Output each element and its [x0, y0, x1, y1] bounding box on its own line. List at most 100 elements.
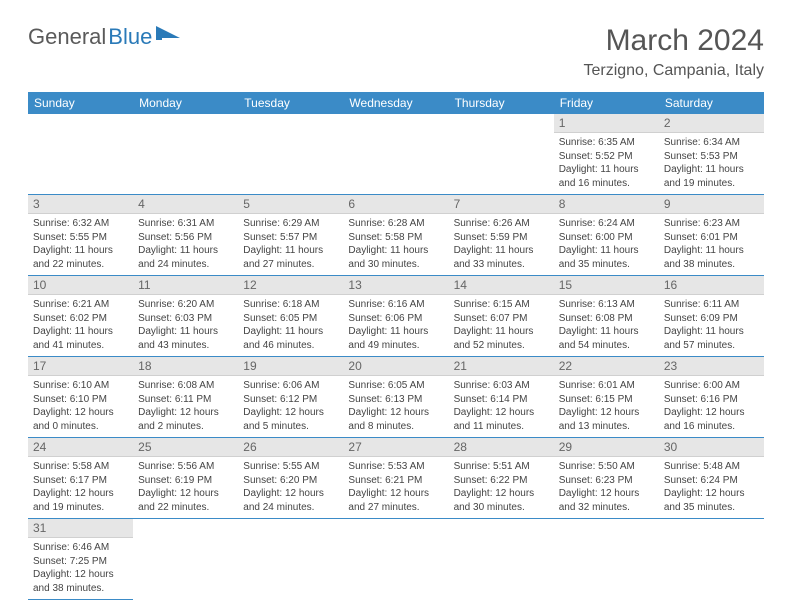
calendar-cell [554, 519, 659, 600]
calendar-row: 3Sunrise: 6:32 AMSunset: 5:55 PMDaylight… [28, 195, 764, 276]
calendar-cell: 18Sunrise: 6:08 AMSunset: 6:11 PMDayligh… [133, 357, 238, 438]
day-number: 7 [449, 195, 554, 214]
sunrise-text: Sunrise: 5:50 AM [559, 460, 654, 474]
daylight-text: Daylight: 11 hours and 49 minutes. [348, 325, 443, 352]
day-number: 25 [133, 438, 238, 457]
day-number: 10 [28, 276, 133, 295]
daylight-text: Daylight: 11 hours and 38 minutes. [664, 244, 759, 271]
day-number: 8 [554, 195, 659, 214]
day-data: Sunrise: 6:34 AMSunset: 5:53 PMDaylight:… [659, 133, 764, 194]
day-data: Sunrise: 6:10 AMSunset: 6:10 PMDaylight:… [28, 376, 133, 437]
day-data: Sunrise: 6:15 AMSunset: 6:07 PMDaylight:… [449, 295, 554, 356]
sunrise-text: Sunrise: 6:23 AM [664, 217, 759, 231]
sunset-text: Sunset: 6:02 PM [33, 312, 128, 326]
sunrise-text: Sunrise: 6:29 AM [243, 217, 338, 231]
calendar-cell: 6Sunrise: 6:28 AMSunset: 5:58 PMDaylight… [343, 195, 448, 276]
day-data: Sunrise: 5:53 AMSunset: 6:21 PMDaylight:… [343, 457, 448, 518]
daylight-text: Daylight: 12 hours and 2 minutes. [138, 406, 233, 433]
sunset-text: Sunset: 5:57 PM [243, 231, 338, 245]
calendar-cell: 27Sunrise: 5:53 AMSunset: 6:21 PMDayligh… [343, 438, 448, 519]
daylight-text: Daylight: 11 hours and 46 minutes. [243, 325, 338, 352]
calendar-row: 17Sunrise: 6:10 AMSunset: 6:10 PMDayligh… [28, 357, 764, 438]
calendar-cell: 4Sunrise: 6:31 AMSunset: 5:56 PMDaylight… [133, 195, 238, 276]
sunrise-text: Sunrise: 6:35 AM [559, 136, 654, 150]
daylight-text: Daylight: 12 hours and 32 minutes. [559, 487, 654, 514]
daylight-text: Daylight: 12 hours and 30 minutes. [454, 487, 549, 514]
sunset-text: Sunset: 6:14 PM [454, 393, 549, 407]
daylight-text: Daylight: 12 hours and 27 minutes. [348, 487, 443, 514]
weekday-header: Saturday [659, 92, 764, 114]
sunset-text: Sunset: 5:56 PM [138, 231, 233, 245]
sunrise-text: Sunrise: 5:51 AM [454, 460, 549, 474]
sunset-text: Sunset: 6:05 PM [243, 312, 338, 326]
sunset-text: Sunset: 6:24 PM [664, 474, 759, 488]
calendar-cell [133, 114, 238, 195]
daylight-text: Daylight: 12 hours and 0 minutes. [33, 406, 128, 433]
day-data: Sunrise: 6:21 AMSunset: 6:02 PMDaylight:… [28, 295, 133, 356]
title-block: March 2024 Terzigno, Campania, Italy [583, 24, 764, 80]
day-data: Sunrise: 6:28 AMSunset: 5:58 PMDaylight:… [343, 214, 448, 275]
day-data: Sunrise: 6:20 AMSunset: 6:03 PMDaylight:… [133, 295, 238, 356]
calendar-cell: 20Sunrise: 6:05 AMSunset: 6:13 PMDayligh… [343, 357, 448, 438]
daylight-text: Daylight: 11 hours and 41 minutes. [33, 325, 128, 352]
day-data: Sunrise: 5:48 AMSunset: 6:24 PMDaylight:… [659, 457, 764, 518]
sunset-text: Sunset: 6:22 PM [454, 474, 549, 488]
day-data: Sunrise: 6:31 AMSunset: 5:56 PMDaylight:… [133, 214, 238, 275]
sunrise-text: Sunrise: 6:00 AM [664, 379, 759, 393]
day-number: 5 [238, 195, 343, 214]
calendar-cell [28, 114, 133, 195]
sunrise-text: Sunrise: 6:34 AM [664, 136, 759, 150]
calendar-cell: 31Sunrise: 6:46 AMSunset: 7:25 PMDayligh… [28, 519, 133, 600]
sunset-text: Sunset: 6:00 PM [559, 231, 654, 245]
day-data: Sunrise: 6:00 AMSunset: 6:16 PMDaylight:… [659, 376, 764, 437]
weekday-header-row: Sunday Monday Tuesday Wednesday Thursday… [28, 92, 764, 114]
logo: GeneralBlue [28, 24, 182, 50]
day-number: 6 [343, 195, 448, 214]
day-number: 1 [554, 114, 659, 133]
sunset-text: Sunset: 7:25 PM [33, 555, 128, 569]
sunset-text: Sunset: 6:03 PM [138, 312, 233, 326]
calendar-table: Sunday Monday Tuesday Wednesday Thursday… [28, 92, 764, 600]
day-data: Sunrise: 6:23 AMSunset: 6:01 PMDaylight:… [659, 214, 764, 275]
weekday-header: Monday [133, 92, 238, 114]
daylight-text: Daylight: 12 hours and 24 minutes. [243, 487, 338, 514]
sunset-text: Sunset: 6:08 PM [559, 312, 654, 326]
sunrise-text: Sunrise: 6:01 AM [559, 379, 654, 393]
daylight-text: Daylight: 12 hours and 35 minutes. [664, 487, 759, 514]
day-data: Sunrise: 6:01 AMSunset: 6:15 PMDaylight:… [554, 376, 659, 437]
day-number: 26 [238, 438, 343, 457]
calendar-cell: 15Sunrise: 6:13 AMSunset: 6:08 PMDayligh… [554, 276, 659, 357]
calendar-cell [343, 114, 448, 195]
daylight-text: Daylight: 12 hours and 16 minutes. [664, 406, 759, 433]
calendar-cell: 14Sunrise: 6:15 AMSunset: 6:07 PMDayligh… [449, 276, 554, 357]
day-data: Sunrise: 6:11 AMSunset: 6:09 PMDaylight:… [659, 295, 764, 356]
daylight-text: Daylight: 12 hours and 11 minutes. [454, 406, 549, 433]
sunset-text: Sunset: 6:15 PM [559, 393, 654, 407]
sunset-text: Sunset: 6:20 PM [243, 474, 338, 488]
sunset-text: Sunset: 6:13 PM [348, 393, 443, 407]
calendar-cell: 23Sunrise: 6:00 AMSunset: 6:16 PMDayligh… [659, 357, 764, 438]
sunrise-text: Sunrise: 6:21 AM [33, 298, 128, 312]
daylight-text: Daylight: 11 hours and 30 minutes. [348, 244, 443, 271]
sunrise-text: Sunrise: 6:31 AM [138, 217, 233, 231]
weekday-header: Thursday [449, 92, 554, 114]
sunrise-text: Sunrise: 6:06 AM [243, 379, 338, 393]
calendar-cell: 1Sunrise: 6:35 AMSunset: 5:52 PMDaylight… [554, 114, 659, 195]
sunrise-text: Sunrise: 6:24 AM [559, 217, 654, 231]
weekday-header: Tuesday [238, 92, 343, 114]
calendar-cell: 19Sunrise: 6:06 AMSunset: 6:12 PMDayligh… [238, 357, 343, 438]
logo-text-2: Blue [108, 24, 152, 50]
day-data: Sunrise: 6:46 AMSunset: 7:25 PMDaylight:… [28, 538, 133, 599]
sunset-text: Sunset: 6:10 PM [33, 393, 128, 407]
calendar-cell: 8Sunrise: 6:24 AMSunset: 6:00 PMDaylight… [554, 195, 659, 276]
day-number: 14 [449, 276, 554, 295]
sunrise-text: Sunrise: 5:58 AM [33, 460, 128, 474]
calendar-cell: 25Sunrise: 5:56 AMSunset: 6:19 PMDayligh… [133, 438, 238, 519]
sunrise-text: Sunrise: 6:26 AM [454, 217, 549, 231]
sunset-text: Sunset: 5:52 PM [559, 150, 654, 164]
day-number: 16 [659, 276, 764, 295]
logo-text-1: General [28, 24, 106, 50]
day-number: 28 [449, 438, 554, 457]
calendar-row: 24Sunrise: 5:58 AMSunset: 6:17 PMDayligh… [28, 438, 764, 519]
sunset-text: Sunset: 6:01 PM [664, 231, 759, 245]
